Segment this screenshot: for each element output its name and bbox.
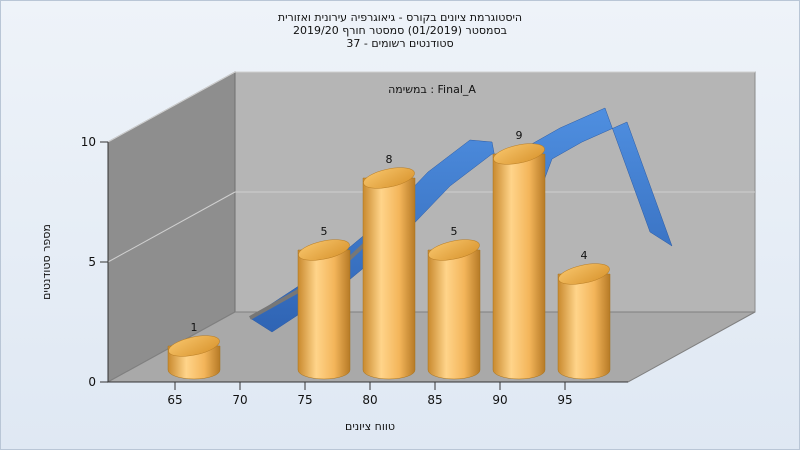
data-label: 9 [516, 129, 523, 142]
bars: 1 5 8 5 9 4 [167, 129, 611, 380]
bar-65: 1 [167, 321, 221, 380]
chart-annotation: Final_A : במשימה [388, 83, 476, 96]
chart-title-line-2: בסמסטר (01/2019) סמסטר חורף 2019/20 [293, 24, 507, 37]
data-label: 1 [191, 321, 198, 334]
bar-85: 5 [427, 225, 481, 380]
x-tick-label: 65 [167, 393, 182, 407]
x-tick-label: 85 [427, 393, 442, 407]
x-tick-label: 90 [492, 393, 507, 407]
x-tick-label: 80 [362, 393, 377, 407]
x-axis-title: טווח ציונים [345, 420, 395, 433]
data-label: 8 [386, 153, 393, 166]
data-label: 4 [581, 249, 588, 262]
x-tick-label: 70 [232, 393, 247, 407]
y-tick-label: 5 [88, 255, 96, 269]
ribbon-series [249, 107, 673, 333]
bar-75: 5 [297, 225, 351, 380]
bar-95: 4 [557, 249, 611, 380]
y-axis-title: מספר סטודנטים [40, 224, 53, 300]
bar-90: 9 [492, 129, 546, 380]
data-label: 5 [321, 225, 328, 238]
bar-80: 8 [362, 153, 416, 380]
y-tick-label: 0 [88, 375, 96, 389]
data-label: 5 [451, 225, 458, 238]
chart-title-line-1: היסטוגרמת ציונים בקורס - גיאוגרפיה עירונ… [277, 11, 523, 24]
y-tick-label: 10 [81, 135, 96, 149]
x-tick-label: 75 [297, 393, 312, 407]
chart-title-line-3: סטודנטים רשומים - 37 [346, 37, 454, 50]
x-tick-label: 95 [557, 393, 572, 407]
grid-lines [107, 71, 755, 263]
